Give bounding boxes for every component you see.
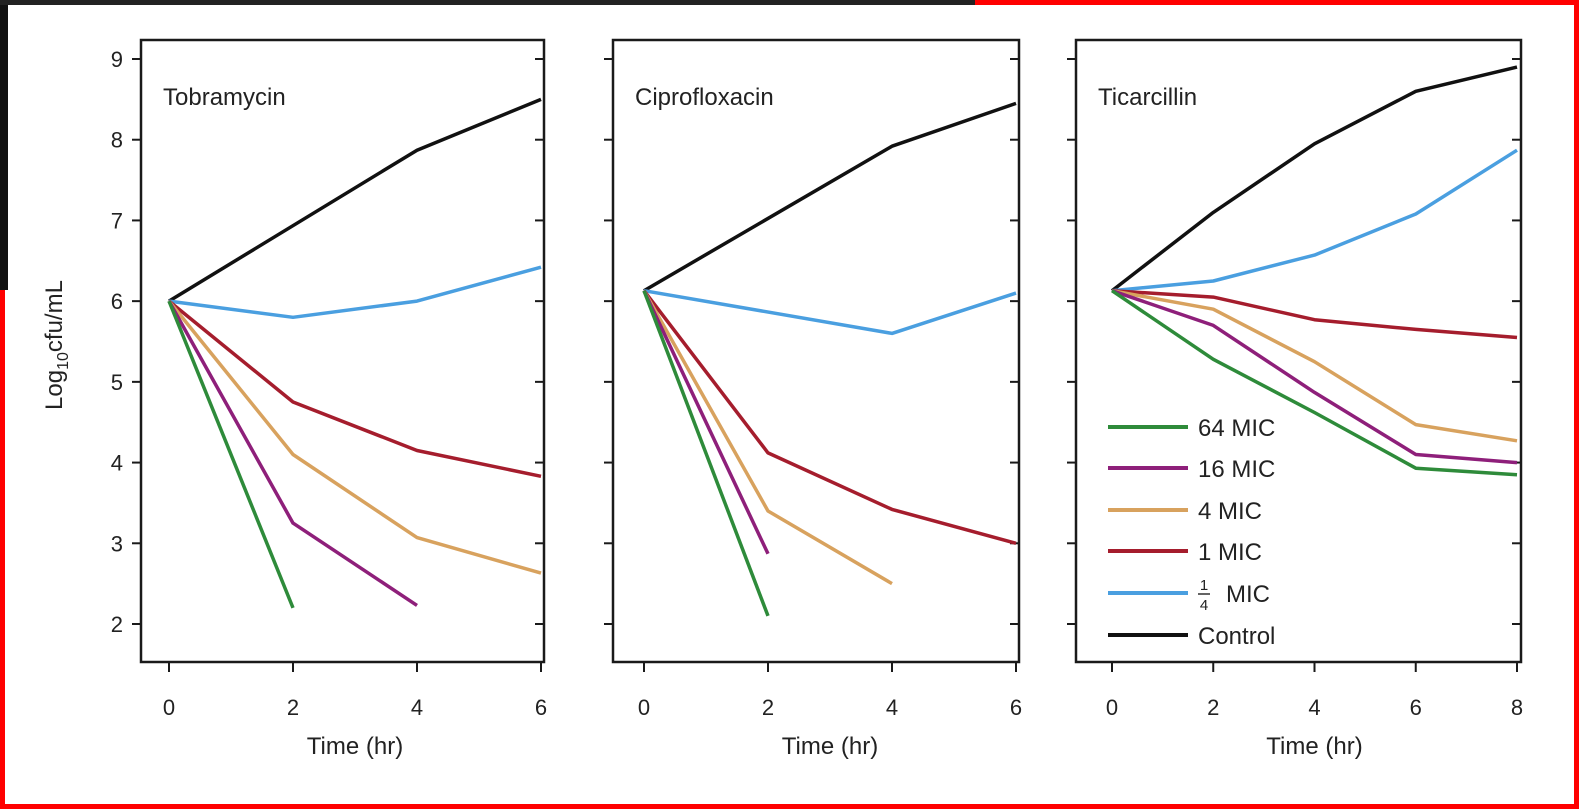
legend-label: 16 MIC bbox=[1198, 456, 1275, 483]
legend-label: 1 MIC bbox=[1198, 539, 1262, 566]
legend-label: Control bbox=[1198, 623, 1275, 650]
series-line-c bbox=[1110, 65, 1518, 293]
window-left-strip bbox=[0, 5, 8, 290]
legend-fraction-numerator: 1 bbox=[1200, 577, 1208, 594]
y-axis-title-subscript: 10 bbox=[55, 352, 72, 370]
panel-ticarcillin: 0 2 4 6 8 Time (hr) Ticarcillin bbox=[1067, 38, 1523, 760]
y-tick-label: 9 bbox=[111, 47, 123, 72]
series-line-c bbox=[643, 101, 1017, 293]
y-axis-title: Log10cfu/mL bbox=[41, 280, 72, 410]
series-line-64 bbox=[167, 300, 295, 609]
x-axis-title: Time (hr) bbox=[782, 733, 878, 760]
series-line-4 bbox=[1111, 288, 1518, 443]
x-tick-label: 6 bbox=[535, 695, 547, 720]
series-line-q bbox=[643, 288, 1017, 336]
series-line-1 bbox=[1111, 288, 1518, 340]
x-tick-label: 0 bbox=[163, 695, 175, 720]
series-line-4 bbox=[167, 299, 542, 575]
panel-frame bbox=[611, 38, 1021, 664]
svg-text:Log10cfu/mL: Log10cfu/mL bbox=[41, 280, 72, 410]
x-tick-label: 6 bbox=[1410, 695, 1422, 720]
x-tick-label: 8 bbox=[1511, 695, 1523, 720]
series-line-c bbox=[168, 97, 542, 303]
y-tick-label: 3 bbox=[111, 531, 123, 556]
series-line-1 bbox=[167, 299, 542, 479]
panel-title: Tobramycin bbox=[163, 84, 286, 111]
x-tick-label: 2 bbox=[287, 695, 299, 720]
series-line-q bbox=[168, 265, 542, 320]
y-tick-label: 5 bbox=[111, 370, 123, 395]
series-line-64 bbox=[642, 290, 770, 617]
legend-label: 64 MIC bbox=[1198, 415, 1275, 442]
series-line-16 bbox=[642, 289, 770, 555]
panel-title: Ciprofloxacin bbox=[635, 84, 774, 111]
x-tick-label: 2 bbox=[762, 695, 774, 720]
y-tick-label: 8 bbox=[111, 128, 123, 153]
x-tick-label: 4 bbox=[411, 695, 423, 720]
series-line-4 bbox=[642, 289, 893, 586]
y-tick-label: 7 bbox=[111, 208, 123, 233]
x-axis-title: Time (hr) bbox=[1266, 733, 1362, 760]
y-tick-label: 2 bbox=[111, 612, 123, 637]
x-axis-title: Time (hr) bbox=[307, 733, 403, 760]
x-tick-label: 4 bbox=[1308, 695, 1320, 720]
x-tick-label: 0 bbox=[1106, 695, 1118, 720]
series-line-16 bbox=[1111, 289, 1518, 465]
legend: 64 MIC 16 MIC 4 MIC 1 MIC 1 4 MIC Control bbox=[1108, 415, 1275, 650]
x-tick-label: 0 bbox=[638, 695, 650, 720]
series-line-1 bbox=[642, 289, 1017, 545]
legend-label: MIC bbox=[1226, 581, 1270, 608]
y-tick-label: 4 bbox=[111, 451, 123, 476]
series-line-64 bbox=[1111, 289, 1518, 477]
legend-fraction-denominator: 4 bbox=[1200, 597, 1208, 614]
series-line-q bbox=[1111, 148, 1518, 293]
panel-title: Ticarcillin bbox=[1098, 84, 1197, 111]
legend-label: 4 MIC bbox=[1198, 498, 1262, 525]
y-axis-title-base: Log bbox=[41, 370, 68, 410]
y-tick-label: 6 bbox=[111, 289, 123, 314]
x-tick-label: 6 bbox=[1010, 695, 1022, 720]
x-tick-label: 2 bbox=[1207, 695, 1219, 720]
panel-ciprofloxacin: 0 2 4 6 Time (hr) Ciprofloxacin bbox=[604, 38, 1022, 760]
series-line-16 bbox=[167, 300, 418, 607]
x-tick-label: 4 bbox=[886, 695, 898, 720]
panel-frame bbox=[1074, 38, 1523, 664]
panel-tobramycin: 2 3 4 5 6 7 8 9 0 2 4 6 Time (hr) Tobramycin bbox=[111, 38, 547, 760]
y-axis-title-rest: cfu/mL bbox=[41, 280, 68, 352]
window-top-strip bbox=[0, 0, 975, 5]
panel-frame bbox=[139, 38, 546, 664]
